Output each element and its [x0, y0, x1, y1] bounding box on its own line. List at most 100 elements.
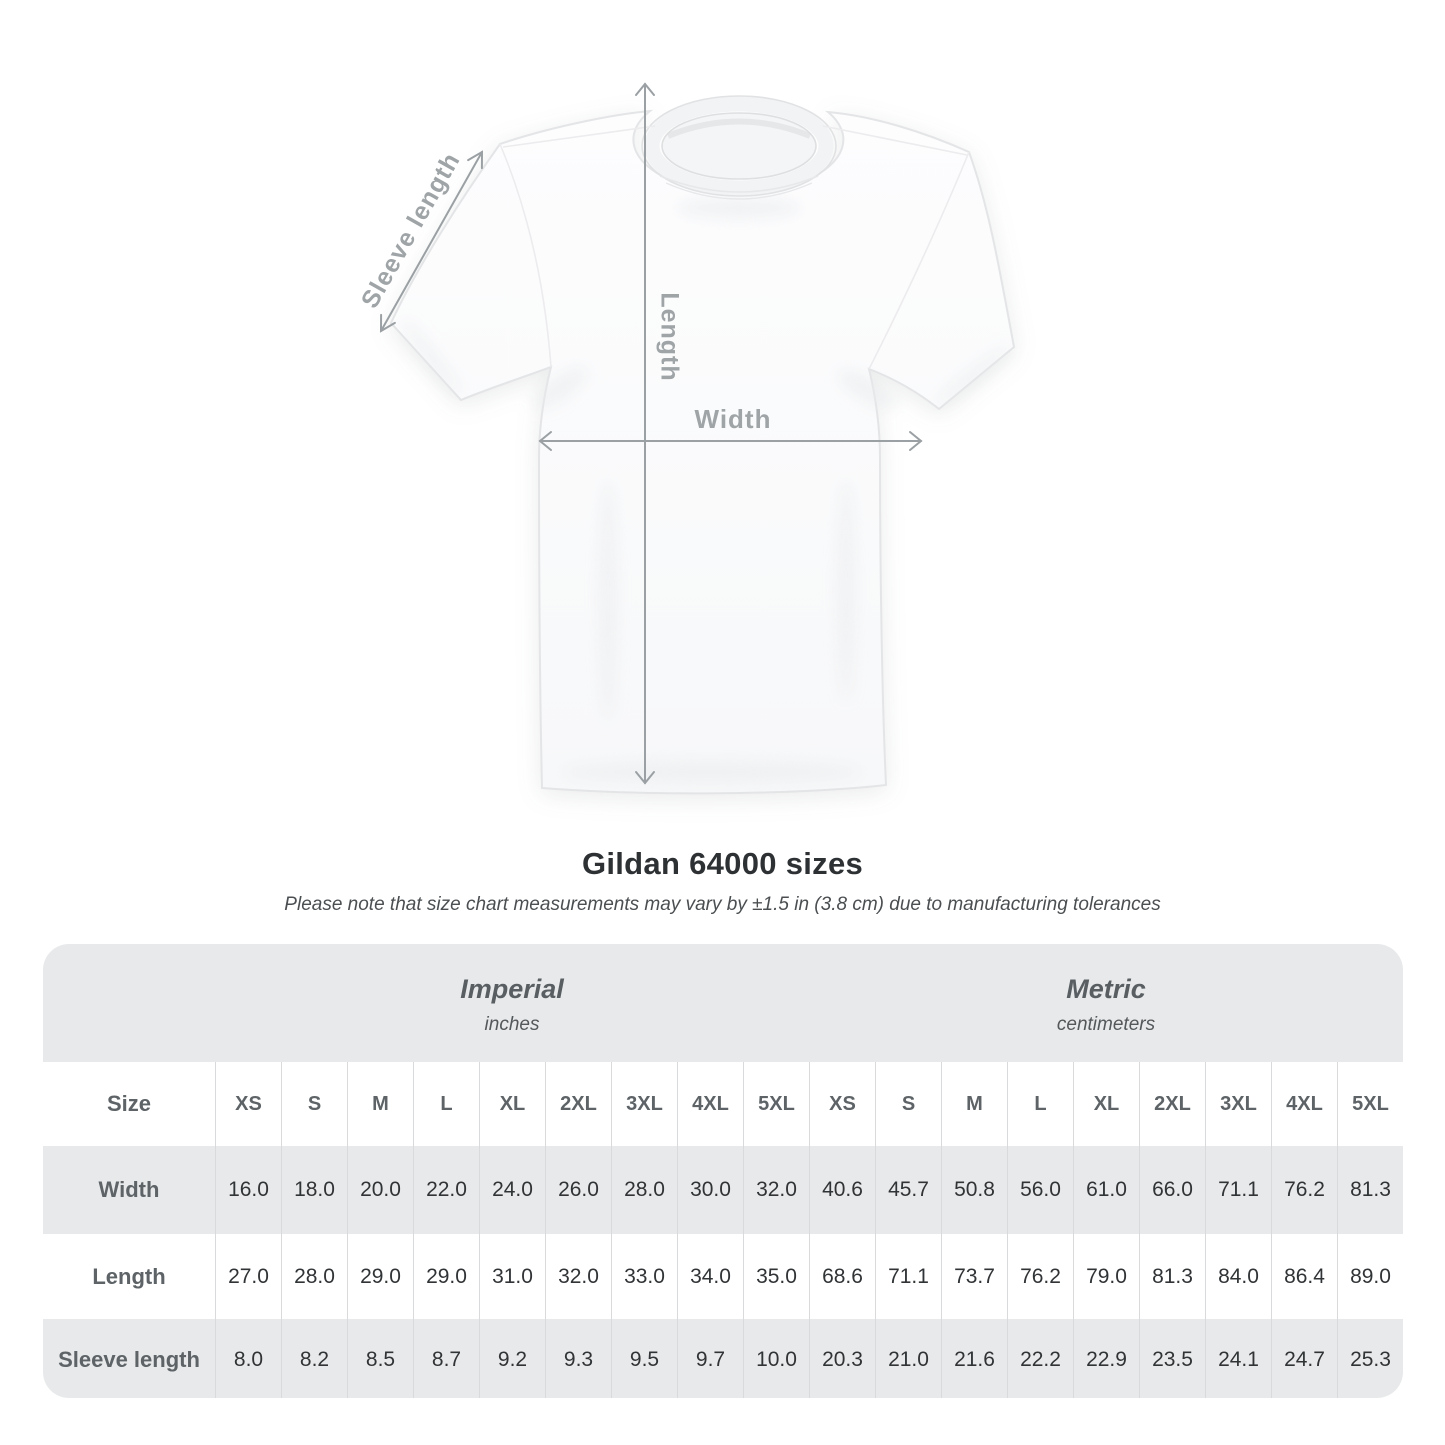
- width-metric-value: 61.0: [1073, 1146, 1139, 1234]
- size-col-header: 3XL: [1205, 1062, 1271, 1146]
- page-title: Gildan 64000 sizes: [581, 846, 864, 881]
- length-metric-value: 84.0: [1205, 1234, 1271, 1319]
- size-col-header: XL: [479, 1062, 545, 1146]
- sleeve-metric-value: 24.7: [1271, 1319, 1337, 1398]
- length-metric-value: 68.6: [809, 1234, 875, 1319]
- sleeve-imperial-value: 8.7: [413, 1319, 479, 1398]
- group-corner-cell: [43, 944, 215, 1062]
- size-col-header: XL: [1073, 1062, 1139, 1146]
- group-imperial: Imperial inches: [215, 944, 809, 1062]
- size-col-header: 5XL: [743, 1062, 809, 1146]
- size-col-header: 2XL: [545, 1062, 611, 1146]
- sleeve-metric-value: 21.6: [941, 1319, 1007, 1398]
- arrowhead-up-icon: [635, 82, 655, 96]
- width-imperial-value: 30.0: [677, 1146, 743, 1234]
- group-metric: Metric centimeters: [809, 944, 1403, 1062]
- length-imperial-value: 27.0: [215, 1234, 281, 1319]
- sleeve-metric-value: 24.1: [1205, 1319, 1271, 1398]
- size-col-header: M: [941, 1062, 1007, 1146]
- width-metric-value: 81.3: [1337, 1146, 1403, 1234]
- width-imperial-value: 22.0: [413, 1146, 479, 1234]
- length-imperial-value: 34.0: [677, 1234, 743, 1319]
- tolerance-note: Please note that size chart measurements…: [284, 894, 1161, 915]
- size-col-header: 4XL: [677, 1062, 743, 1146]
- width-imperial-value: 24.0: [479, 1146, 545, 1234]
- arrowhead-left-icon: [538, 431, 552, 451]
- length-imperial-value: 31.0: [479, 1234, 545, 1319]
- sleeve-imperial-value: 9.3: [545, 1319, 611, 1398]
- sleeve-metric-value: 22.2: [1007, 1319, 1073, 1398]
- width-imperial-value: 16.0: [215, 1146, 281, 1234]
- row-label: Length: [92, 1263, 166, 1289]
- width-metric-value: 66.0: [1139, 1146, 1205, 1234]
- arrowhead-upright-icon: [467, 150, 484, 170]
- table-row-sleeve-length: Sleeve length 8.0 8.2 8.5 8.7 9.2 9.3 9.…: [43, 1319, 1403, 1398]
- width-metric-value: 50.8: [941, 1146, 1007, 1234]
- table-group-header-row: Imperial inches Metric centimeters: [43, 944, 1403, 1062]
- size-header-row: Size XS S M L XL 2XL 3XL 4XL 5XL XS S M …: [43, 1062, 1403, 1146]
- length-imperial-value: 35.0: [743, 1234, 809, 1319]
- length-imperial-value: 29.0: [347, 1234, 413, 1319]
- length-metric-value: 89.0: [1337, 1234, 1403, 1319]
- width-metric-value: 71.1: [1205, 1146, 1271, 1234]
- sleeve-imperial-value: 8.0: [215, 1319, 281, 1398]
- width-metric-value: 56.0: [1007, 1146, 1073, 1234]
- fabric-shading: [403, 197, 1009, 783]
- size-col-header: S: [875, 1062, 941, 1146]
- length-metric-value: 76.2: [1007, 1234, 1073, 1319]
- length-imperial-value: 32.0: [545, 1234, 611, 1319]
- seams: [499, 125, 970, 370]
- length-metric-value: 71.1: [875, 1234, 941, 1319]
- arrowhead-down-icon: [635, 771, 655, 785]
- size-col-header: 4XL: [1271, 1062, 1337, 1146]
- width-metric-value: 76.2: [1271, 1146, 1337, 1234]
- width-imperial-value: 18.0: [281, 1146, 347, 1234]
- size-col-header: XS: [809, 1062, 875, 1146]
- size-col-header: 3XL: [611, 1062, 677, 1146]
- row-label: Sleeve length: [58, 1347, 200, 1372]
- length-metric-value: 81.3: [1139, 1234, 1205, 1319]
- size-col-header: L: [1007, 1062, 1073, 1146]
- width-metric-value: 45.7: [875, 1146, 941, 1234]
- length-imperial-value: 28.0: [281, 1234, 347, 1319]
- row-label: Width: [98, 1177, 160, 1202]
- metric-group-unit: centimeters: [1056, 1014, 1156, 1035]
- size-col-header: 2XL: [1139, 1062, 1205, 1146]
- length-label: Length: [655, 292, 683, 381]
- tshirt-size-diagram: Length Width Sleeve length: [356, 82, 1016, 795]
- width-imperial-value: 26.0: [545, 1146, 611, 1234]
- sleeve-metric-value: 25.3: [1337, 1319, 1403, 1398]
- metric-group-label: Metric: [1066, 974, 1146, 1004]
- length-imperial-value: 33.0: [611, 1234, 677, 1319]
- length-arrow: [635, 82, 655, 785]
- size-col-header: XS: [215, 1062, 281, 1146]
- length-metric-value: 79.0: [1073, 1234, 1139, 1319]
- sleeve-imperial-value: 10.0: [743, 1319, 809, 1398]
- imperial-group-unit: inches: [484, 1014, 540, 1035]
- width-arrow: [538, 431, 923, 451]
- size-table: Imperial inches Metric centimeters Size …: [43, 944, 1403, 1398]
- width-metric-value: 40.6: [809, 1146, 875, 1234]
- sleeve-imperial-value: 9.7: [677, 1319, 743, 1398]
- table-row-length: Length 27.0 28.0 29.0 29.0 31.0 32.0 33.…: [43, 1234, 1403, 1319]
- size-col-header: S: [281, 1062, 347, 1146]
- width-imperial-value: 32.0: [743, 1146, 809, 1234]
- size-col-header: L: [413, 1062, 479, 1146]
- sleeve-imperial-value: 9.2: [479, 1319, 545, 1398]
- arrowhead-downleft-icon: [379, 313, 396, 333]
- sleeve-metric-value: 23.5: [1139, 1319, 1205, 1398]
- width-imperial-value: 28.0: [611, 1146, 677, 1234]
- sleeve-metric-value: 20.3: [809, 1319, 875, 1398]
- imperial-group-label: Imperial: [460, 974, 564, 1004]
- size-col-header: M: [347, 1062, 413, 1146]
- sleeve-imperial-value: 8.2: [281, 1319, 347, 1398]
- table-row-width: Width 16.0 18.0 20.0 22.0 24.0 26.0 28.0…: [43, 1146, 1403, 1234]
- length-metric-value: 86.4: [1271, 1234, 1337, 1319]
- sleeve-metric-value: 22.9: [1073, 1319, 1139, 1398]
- size-col-header: 5XL: [1337, 1062, 1403, 1146]
- sleeve-imperial-value: 8.5: [347, 1319, 413, 1398]
- length-metric-value: 73.7: [941, 1234, 1007, 1319]
- arrowhead-right-icon: [909, 431, 923, 451]
- length-imperial-value: 29.0: [413, 1234, 479, 1319]
